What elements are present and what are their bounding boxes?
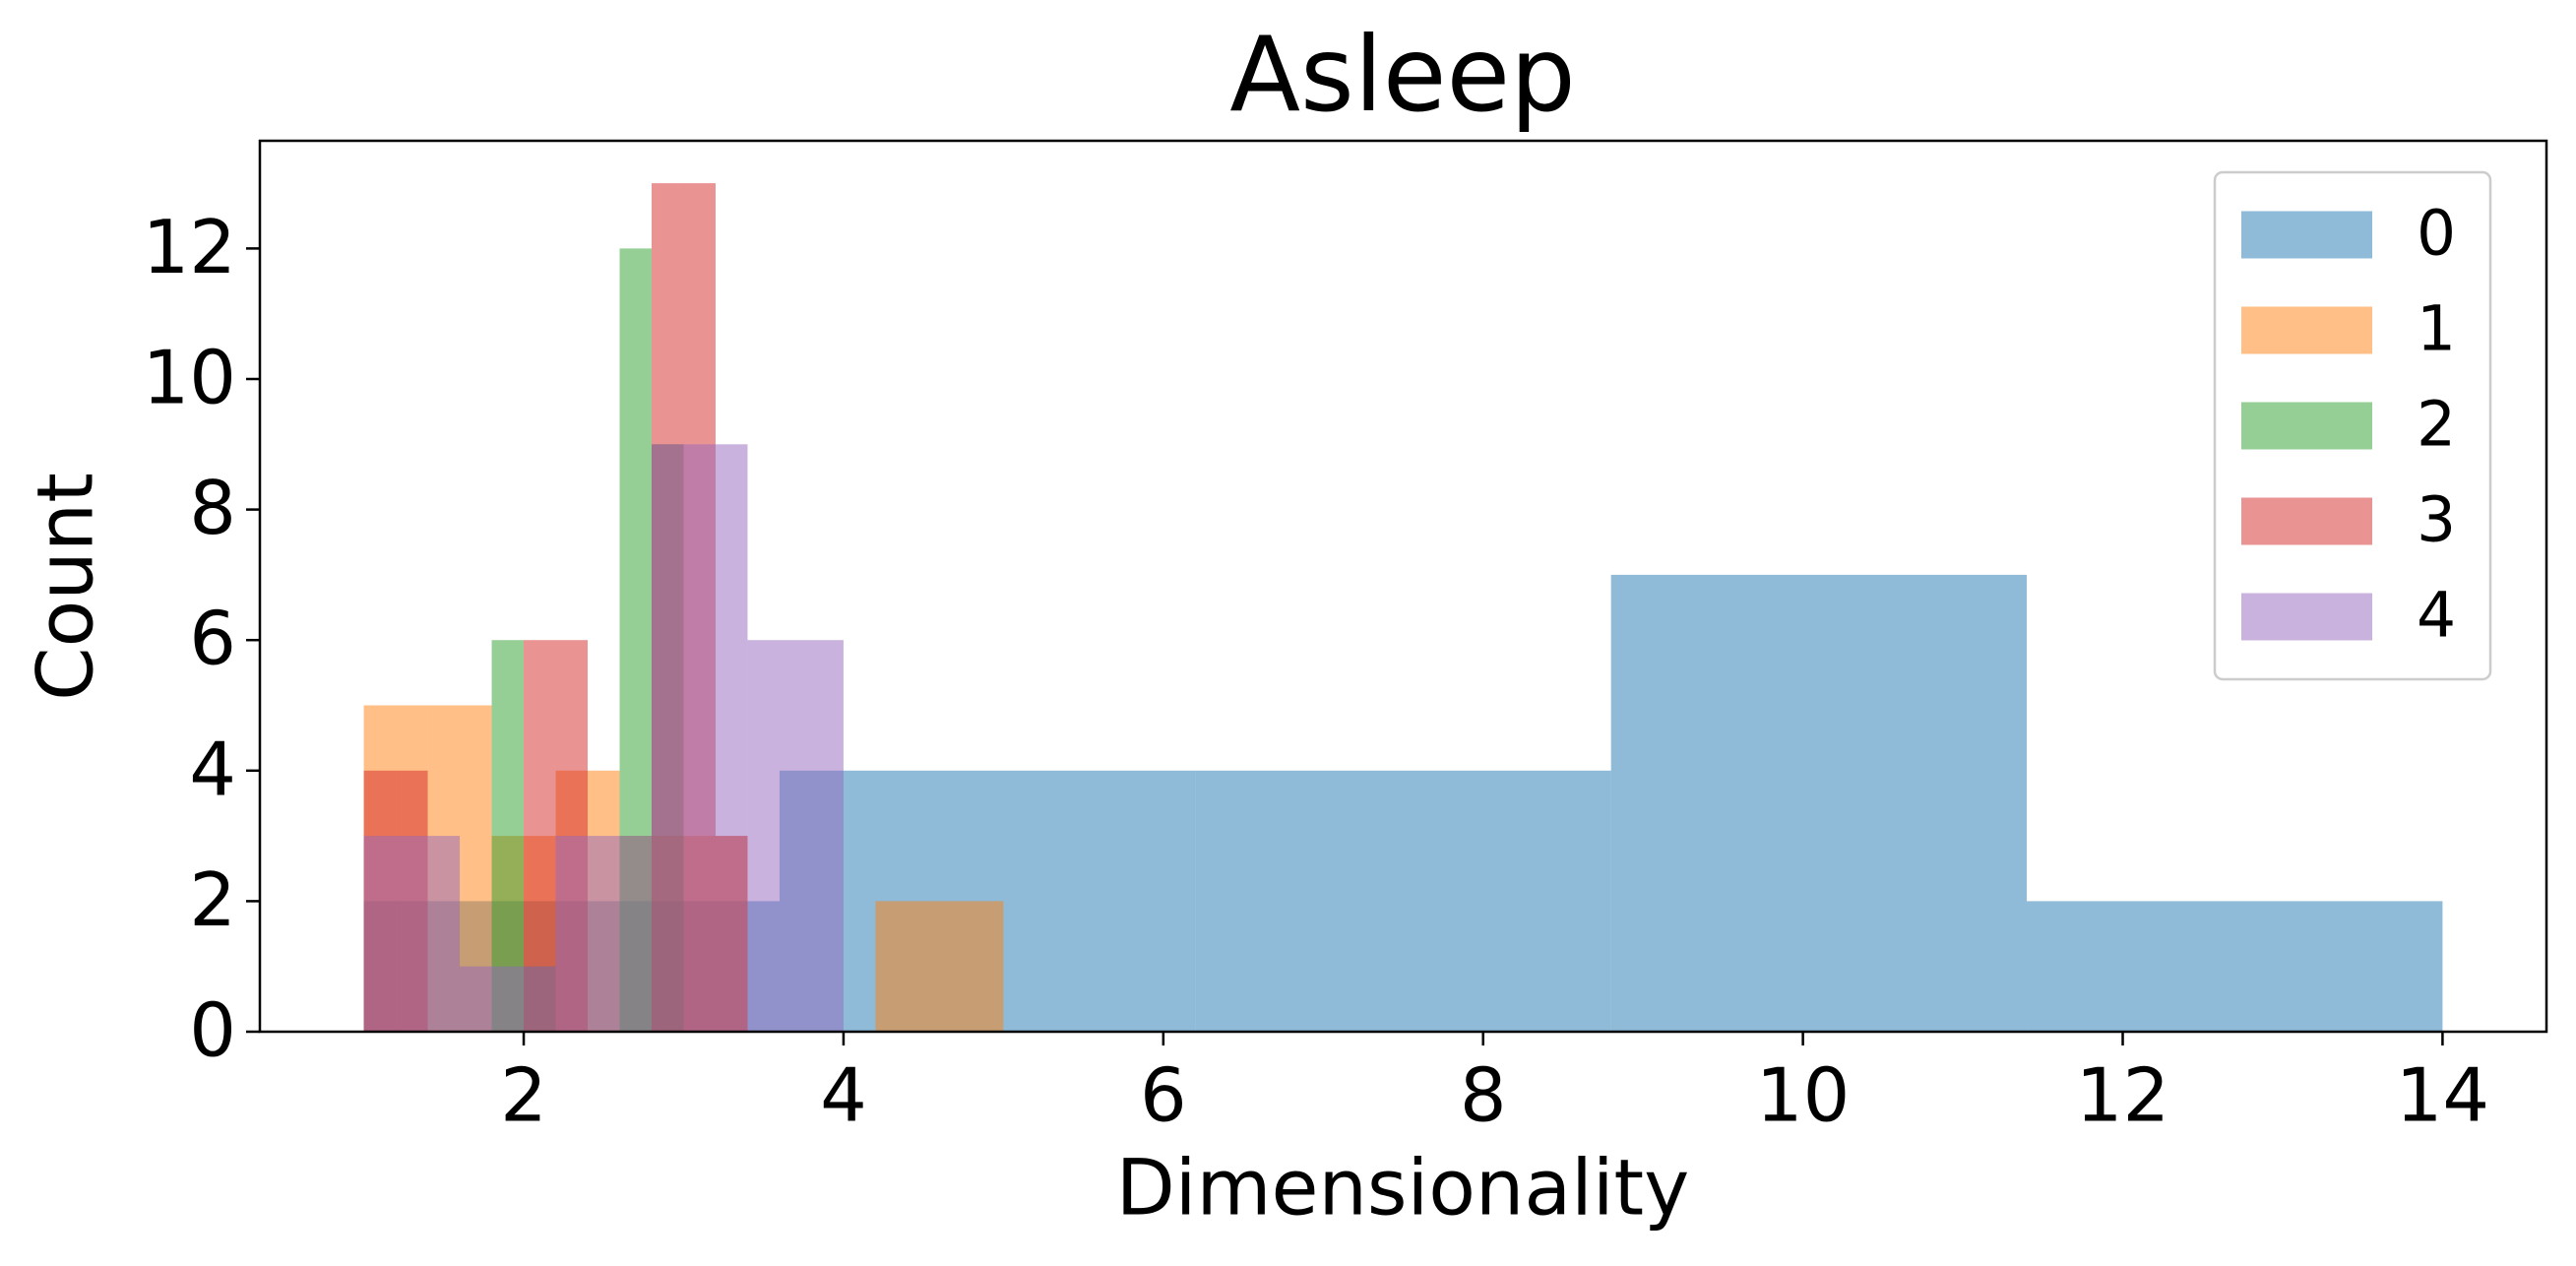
legend-label: 2 bbox=[2417, 389, 2456, 461]
legend-swatch bbox=[2241, 402, 2372, 450]
x-axis-label: Dimensionality bbox=[1116, 1144, 1690, 1233]
legend-swatch bbox=[2241, 497, 2372, 545]
x-tick-label: 4 bbox=[820, 1052, 867, 1139]
histogram-bar bbox=[939, 901, 1004, 1032]
legend-swatch bbox=[2241, 593, 2372, 641]
y-tick-label: 4 bbox=[189, 726, 236, 812]
histogram-bar bbox=[2027, 901, 2443, 1032]
histogram-bar bbox=[1610, 574, 2028, 1032]
histogram-bar bbox=[363, 836, 461, 1032]
x-tick-label: 10 bbox=[1756, 1052, 1850, 1139]
legend-label: 4 bbox=[2417, 580, 2456, 652]
y-tick-label: 8 bbox=[189, 465, 236, 551]
y-axis-label: Count bbox=[22, 473, 110, 701]
legend-swatch bbox=[2241, 306, 2372, 354]
legend-label: 0 bbox=[2417, 198, 2456, 270]
histogram-bar bbox=[747, 640, 844, 1032]
legend-label: 3 bbox=[2417, 484, 2456, 556]
x-tick-label: 2 bbox=[500, 1052, 547, 1139]
histogram-bar bbox=[875, 901, 940, 1032]
chart-title: Asleep bbox=[1229, 15, 1576, 135]
y-tick-label: 6 bbox=[189, 596, 236, 682]
y-tick-label: 0 bbox=[189, 987, 236, 1074]
histogram-bar bbox=[651, 444, 748, 1032]
y-tick-label: 2 bbox=[189, 856, 236, 943]
x-tick-label: 8 bbox=[1460, 1052, 1507, 1139]
histogram-bar bbox=[460, 966, 556, 1032]
x-tick-label: 12 bbox=[2076, 1052, 2169, 1139]
histogram-bar bbox=[1195, 770, 1611, 1032]
plot-frame bbox=[258, 139, 2548, 1034]
x-tick-label: 6 bbox=[1140, 1052, 1187, 1139]
y-tick-label: 10 bbox=[143, 334, 236, 420]
legend-label: 1 bbox=[2417, 293, 2456, 365]
x-tick-label: 14 bbox=[2396, 1052, 2489, 1139]
legend-swatch bbox=[2241, 211, 2372, 259]
histogram-bar bbox=[555, 836, 652, 1032]
y-tick-label: 12 bbox=[143, 204, 236, 290]
